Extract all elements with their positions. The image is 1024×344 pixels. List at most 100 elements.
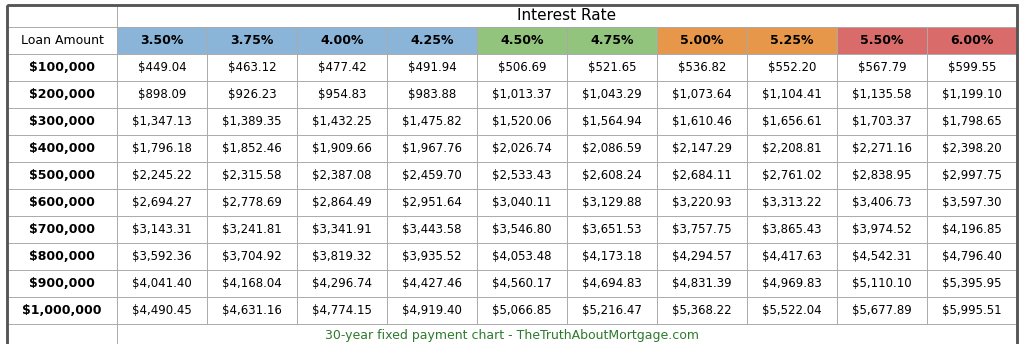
Text: $4,796.40: $4,796.40 [942,250,1001,263]
Bar [567,162,657,189]
Text: $700,000: $700,000 [29,223,95,236]
Bar [297,81,387,108]
Text: 5.00%: 5.00% [680,34,724,47]
Bar [567,243,657,270]
Text: $2,208.81: $2,208.81 [762,142,822,155]
Bar [746,270,837,297]
Bar [117,216,207,243]
Text: $400,000: $400,000 [29,142,95,155]
Text: $4,168.04: $4,168.04 [222,277,282,290]
Text: $800,000: $800,000 [29,250,95,263]
Text: $2,684.11: $2,684.11 [672,169,732,182]
Bar [746,297,837,324]
Bar [477,54,567,81]
Bar [7,189,117,216]
Text: 30-year fixed payment chart - TheTruthAboutMortgage.com: 30-year fixed payment chart - TheTruthAb… [325,329,699,342]
Bar [387,135,477,162]
Bar [657,189,746,216]
Text: $2,694.27: $2,694.27 [132,196,193,209]
Bar [7,54,117,81]
Text: $3,313.22: $3,313.22 [762,196,822,209]
Bar [837,54,927,81]
Text: $3,974.52: $3,974.52 [852,223,912,236]
Text: $200,000: $200,000 [29,88,95,101]
Bar [7,216,117,243]
Text: $100,000: $100,000 [29,61,95,74]
Bar [477,108,567,135]
Bar [477,297,567,324]
Text: $1,610.46: $1,610.46 [672,115,732,128]
Text: $3,757.75: $3,757.75 [672,223,732,236]
Text: $4,919.40: $4,919.40 [402,304,462,317]
Text: 4.50%: 4.50% [501,34,544,47]
Text: $4,542.31: $4,542.31 [852,250,912,263]
Bar [657,243,746,270]
Bar [7,243,117,270]
Bar [567,297,657,324]
Bar [567,135,657,162]
Bar [207,270,297,297]
Text: $898.09: $898.09 [138,88,186,101]
Bar [207,243,297,270]
Bar [477,162,567,189]
Text: 4.75%: 4.75% [590,34,634,47]
Text: $3,341.91: $3,341.91 [312,223,372,236]
Text: $3,220.93: $3,220.93 [672,196,732,209]
Bar [746,216,837,243]
Bar [657,54,746,81]
Text: $4,294.57: $4,294.57 [672,250,732,263]
Text: $491.94: $491.94 [408,61,457,74]
Bar [477,27,567,54]
Text: 5.25%: 5.25% [770,34,814,47]
Text: $2,997.75: $2,997.75 [942,169,1001,182]
Bar [927,108,1017,135]
Bar [387,216,477,243]
Bar [927,162,1017,189]
Bar [117,243,207,270]
Bar [7,135,117,162]
Text: $3,143.31: $3,143.31 [132,223,191,236]
Text: $463.12: $463.12 [227,61,276,74]
Text: $3,040.11: $3,040.11 [493,196,552,209]
Text: $3,935.52: $3,935.52 [402,250,462,263]
Bar [7,27,117,54]
Bar [117,27,207,54]
Text: $2,864.49: $2,864.49 [312,196,372,209]
Bar [477,135,567,162]
Bar [927,189,1017,216]
Bar [117,54,207,81]
Bar [477,189,567,216]
Bar [746,81,837,108]
Text: $2,147.29: $2,147.29 [672,142,732,155]
Bar [837,216,927,243]
Bar [927,297,1017,324]
Bar [297,54,387,81]
Bar [297,189,387,216]
Bar [297,135,387,162]
Bar [567,81,657,108]
Text: $4,296.74: $4,296.74 [312,277,372,290]
Text: $2,951.64: $2,951.64 [402,196,462,209]
Text: $4,631.16: $4,631.16 [222,304,282,317]
Bar [297,270,387,297]
Bar [927,81,1017,108]
Text: $521.65: $521.65 [588,61,636,74]
Bar [387,54,477,81]
Text: 5.50%: 5.50% [860,34,904,47]
Bar [477,270,567,297]
Bar [657,297,746,324]
Text: $4,831.39: $4,831.39 [672,277,732,290]
Bar [117,297,207,324]
Text: $4,969.83: $4,969.83 [762,277,822,290]
Bar [837,189,927,216]
Text: Loan Amount: Loan Amount [20,34,103,47]
Bar [567,189,657,216]
Text: $4,041.40: $4,041.40 [132,277,191,290]
Text: $1,347.13: $1,347.13 [132,115,191,128]
Bar [657,162,746,189]
Bar [207,189,297,216]
Text: $3,443.58: $3,443.58 [402,223,462,236]
Bar [477,243,567,270]
Text: $1,564.94: $1,564.94 [582,115,642,128]
Text: $300,000: $300,000 [29,115,95,128]
